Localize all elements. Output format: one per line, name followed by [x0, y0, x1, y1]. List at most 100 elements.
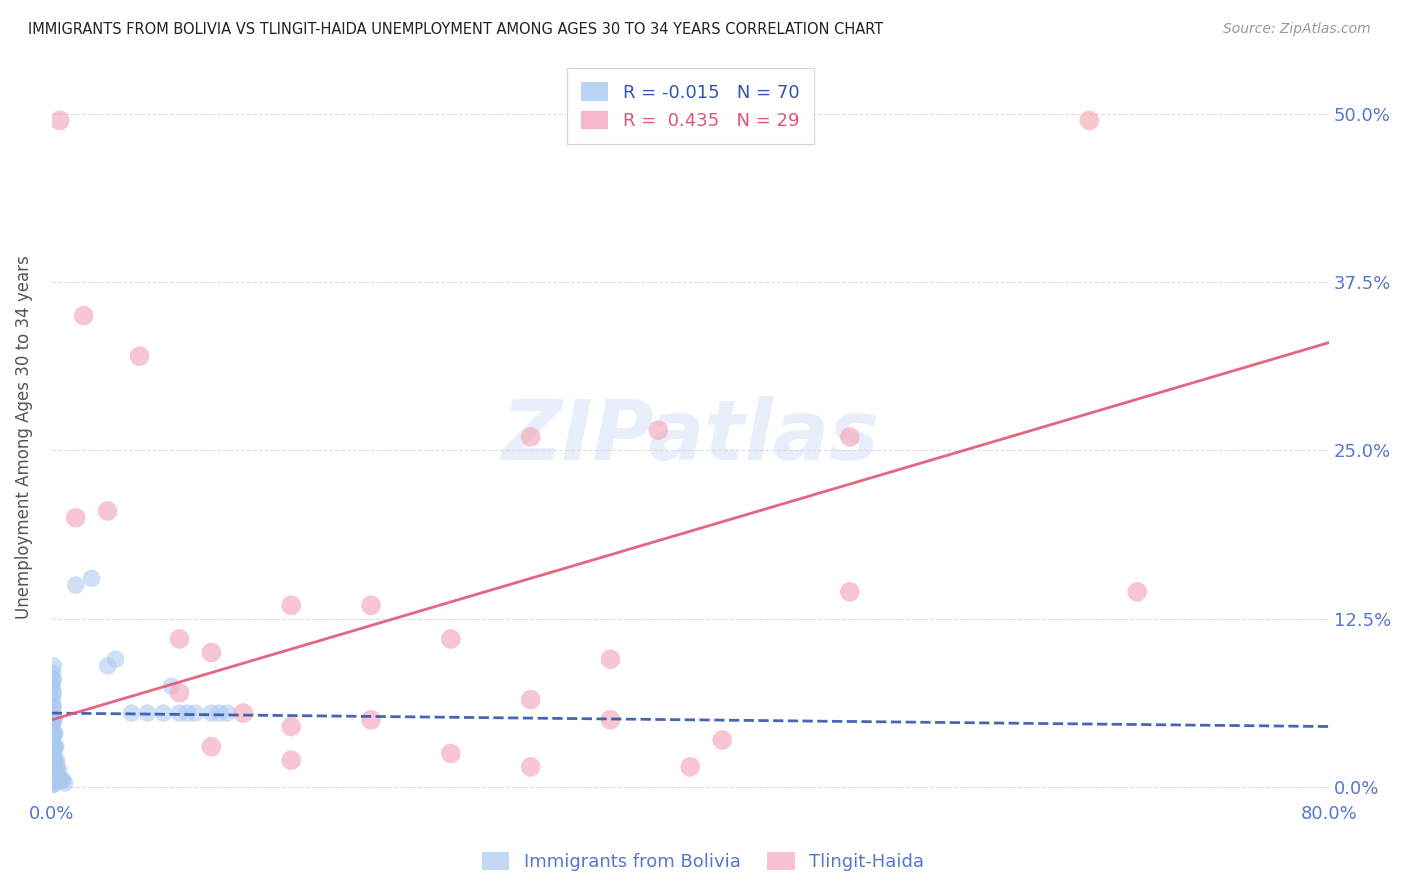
Point	[599, 652, 621, 666]
Point	[104, 652, 127, 666]
Point	[44, 766, 66, 780]
Point	[41, 713, 63, 727]
Point	[80, 571, 103, 585]
Point	[599, 713, 621, 727]
Point	[200, 645, 222, 659]
Point	[42, 673, 65, 687]
Point	[169, 706, 191, 720]
Point	[41, 726, 63, 740]
Point	[42, 699, 65, 714]
Point	[42, 739, 65, 754]
Point	[44, 726, 66, 740]
Point	[200, 739, 222, 754]
Point	[44, 766, 66, 780]
Point	[41, 773, 63, 788]
Legend: R = -0.015   N = 70, R =  0.435   N = 29: R = -0.015 N = 70, R = 0.435 N = 29	[567, 68, 814, 145]
Point	[1078, 113, 1101, 128]
Point	[46, 760, 69, 774]
Point	[42, 753, 65, 767]
Point	[41, 753, 63, 767]
Point	[838, 430, 860, 444]
Point	[41, 733, 63, 747]
Point	[48, 773, 70, 788]
Point	[42, 773, 65, 788]
Point	[519, 430, 541, 444]
Point	[42, 659, 65, 673]
Point	[44, 713, 66, 727]
Point	[519, 692, 541, 706]
Point	[44, 726, 66, 740]
Point	[647, 423, 669, 437]
Point	[169, 632, 191, 646]
Point	[41, 686, 63, 700]
Point	[41, 747, 63, 761]
Point	[838, 584, 860, 599]
Point	[280, 719, 302, 733]
Point	[97, 659, 120, 673]
Point	[41, 769, 63, 783]
Point	[48, 113, 70, 128]
Point	[42, 686, 65, 700]
Point	[41, 679, 63, 693]
Point	[41, 699, 63, 714]
Point	[97, 504, 120, 518]
Text: ZIPatlas: ZIPatlas	[502, 396, 879, 477]
Point	[1126, 584, 1149, 599]
Y-axis label: Unemployment Among Ages 30 to 34 years: Unemployment Among Ages 30 to 34 years	[15, 255, 32, 619]
Point	[41, 665, 63, 680]
Point	[41, 760, 63, 774]
Point	[42, 726, 65, 740]
Point	[519, 760, 541, 774]
Point	[121, 706, 143, 720]
Point	[176, 706, 198, 720]
Point	[41, 766, 63, 780]
Point	[44, 739, 66, 754]
Point	[41, 706, 63, 720]
Point	[360, 713, 382, 727]
Point	[45, 739, 67, 754]
Point	[41, 673, 63, 687]
Point	[679, 760, 702, 774]
Point	[41, 777, 63, 791]
Point	[44, 773, 66, 788]
Point	[45, 753, 67, 767]
Point	[217, 706, 239, 720]
Point	[208, 706, 231, 720]
Point	[45, 766, 67, 780]
Point	[41, 692, 63, 706]
Point	[41, 739, 63, 754]
Legend: Immigrants from Bolivia, Tlingit-Haida: Immigrants from Bolivia, Tlingit-Haida	[475, 845, 931, 879]
Point	[52, 773, 75, 788]
Point	[200, 706, 222, 720]
Point	[42, 760, 65, 774]
Point	[42, 766, 65, 780]
Point	[440, 747, 463, 761]
Point	[160, 679, 183, 693]
Point	[280, 599, 302, 613]
Point	[169, 686, 191, 700]
Point	[136, 706, 159, 720]
Point	[44, 773, 66, 788]
Point	[48, 764, 70, 778]
Text: IMMIGRANTS FROM BOLIVIA VS TLINGIT-HAIDA UNEMPLOYMENT AMONG AGES 30 TO 34 YEARS : IMMIGRANTS FROM BOLIVIA VS TLINGIT-HAIDA…	[28, 22, 883, 37]
Point	[42, 713, 65, 727]
Point	[53, 776, 76, 790]
Point	[41, 776, 63, 790]
Point	[152, 706, 174, 720]
Point	[711, 733, 734, 747]
Point	[51, 773, 73, 788]
Point	[280, 753, 302, 767]
Point	[73, 309, 96, 323]
Point	[46, 769, 69, 783]
Point	[440, 632, 463, 646]
Point	[360, 599, 382, 613]
Point	[65, 510, 87, 524]
Point	[65, 578, 87, 592]
Point	[42, 777, 65, 791]
Point	[41, 719, 63, 733]
Point	[184, 706, 207, 720]
Point	[232, 706, 254, 720]
Point	[45, 760, 67, 774]
Point	[45, 773, 67, 788]
Point	[44, 739, 66, 754]
